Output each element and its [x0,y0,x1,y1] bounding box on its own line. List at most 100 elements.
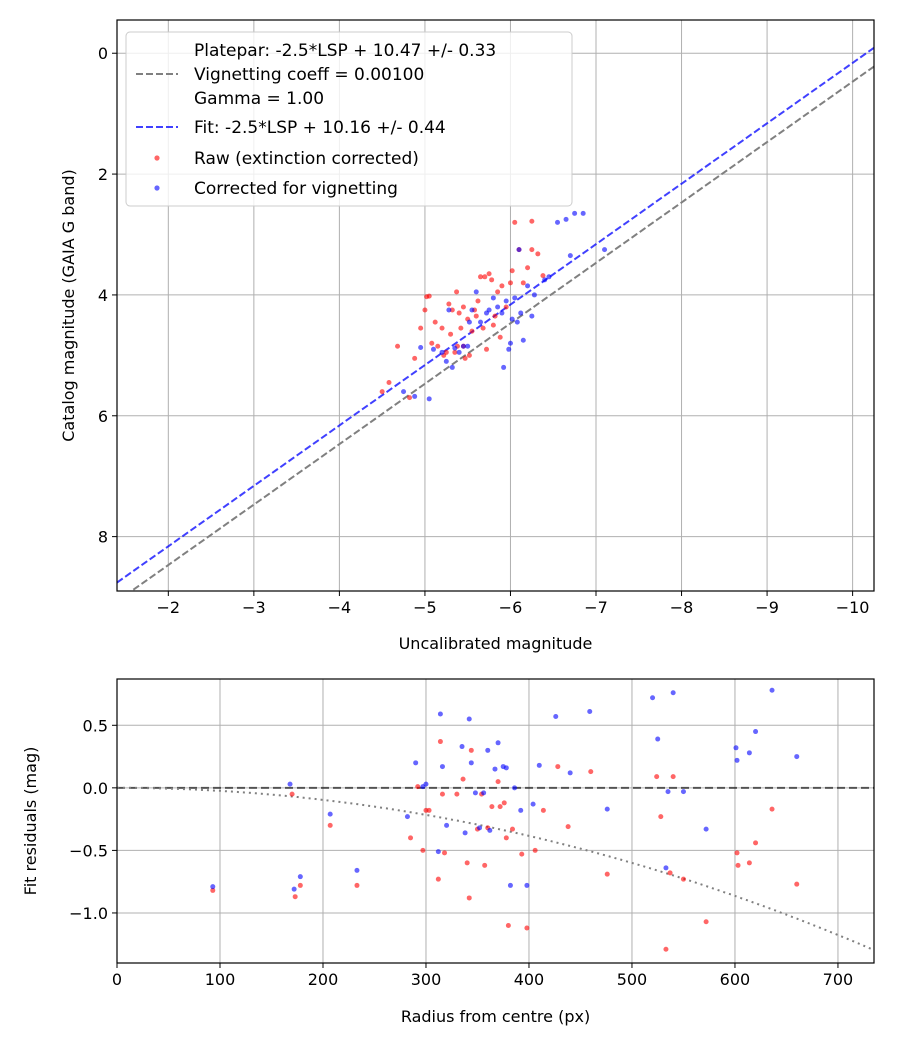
raw-point [446,301,452,307]
legend-box [125,31,573,207]
corrected-point [456,349,462,355]
raw-point [484,346,490,352]
raw-point [462,355,468,361]
raw-point [292,894,298,900]
corrected-point [468,760,474,766]
raw-point [412,355,418,361]
corrected-point [426,396,432,402]
raw-point [469,328,475,334]
x-tick-label: 0 [112,970,122,989]
corrected-point [703,826,709,832]
corrected-point [466,319,472,325]
residuals-frame [116,678,875,964]
y-tick-label: 8 [98,528,108,547]
raw-point [769,806,775,812]
raw-point [475,298,481,304]
corrected-point [418,344,424,350]
raw-point [448,331,454,337]
calibration-ylabel: Catalog magnitude (GAIA G band) [59,169,78,441]
raw-point [460,776,466,782]
residuals-ylabel: Fit residuals (mag) [21,747,40,896]
corrected-point [580,210,586,216]
corrected-point [567,253,573,259]
raw-point [327,822,333,828]
raw-point [386,380,392,386]
corrected-point [354,867,360,873]
residuals-chart: 0 100 200 300 400 500 600 700 0.5 0.0 −0.5 −1.0 Rad… [21,678,875,1026]
raw-point [540,273,546,279]
corrected-point [472,790,478,796]
corrected-point [477,825,483,831]
raw-point [524,925,530,931]
corrected-point [555,219,561,225]
raw-point [501,800,507,806]
x-tick-label: −7 [584,598,608,617]
corrected-point [665,789,671,795]
raw-point [429,340,435,346]
corrected-point [462,830,468,836]
corrected-point [512,785,518,791]
corrected-point [503,298,509,304]
corrected-point [459,744,465,750]
residuals-lines [117,786,874,952]
corrected-point [536,762,542,768]
corrected-point [478,319,484,325]
calibration-chart: −2 −3 −4 −5 −6 −7 −8 −9 −10 0 2 4 6 8 Uncalibrated ma… [59,19,875,653]
raw-point [519,851,525,857]
corrected-point [486,307,492,313]
corrected-point [435,849,441,855]
raw-point [794,881,800,887]
corrected-point [733,745,739,751]
legend-platepar-label-3: Gamma = 1.00 [194,89,324,109]
raw-point [529,247,535,253]
calibration-frame [116,19,875,592]
raw-point [418,325,424,331]
x-tick-label: 700 [823,970,854,989]
corrected-point [481,790,487,796]
legend-fit-label: Fit: -2.5*LSP + 10.16 +/- 0.44 [194,118,446,138]
corrected-point [490,295,496,301]
corrected-point [663,865,669,871]
raw-point [464,860,470,866]
corrected-point [473,289,479,295]
raw-point [532,847,538,853]
x-tick-label: 600 [720,970,751,989]
x-tick-label: −3 [242,598,266,617]
raw-point [492,313,498,319]
raw-point [210,887,216,893]
corrected-point [446,307,452,313]
raw-point [499,283,505,289]
corrected-point [680,789,686,795]
corrected-point [516,247,522,253]
raw-point [439,791,445,797]
raw-point [407,395,413,401]
corrected-point [655,736,661,742]
raw-point [422,307,428,313]
raw-point [565,824,571,830]
raw-point [555,764,561,770]
corrected-point [495,740,501,746]
corrected-point [404,814,410,820]
corrected-point [327,811,333,817]
raw-point [497,804,503,810]
corrected-point [734,757,740,763]
raw-point [529,218,535,224]
raw-point [420,847,426,853]
corrected-point [650,695,656,701]
corrected-point [518,807,524,813]
corrected-point [423,781,429,787]
raw-point [507,280,513,286]
corrected-point [524,882,530,888]
raw-point [395,343,401,349]
corrected-point [794,754,800,760]
raw-point [468,747,474,753]
raw-point [439,325,445,331]
corrected-point [507,882,513,888]
x-tick-label: −2 [157,598,181,617]
raw-point [415,784,421,790]
raw-point [449,307,455,313]
legend-raw-label: Raw (extinction corrected) [194,149,419,169]
corrected-point [444,822,450,828]
corrected-point [514,319,520,325]
